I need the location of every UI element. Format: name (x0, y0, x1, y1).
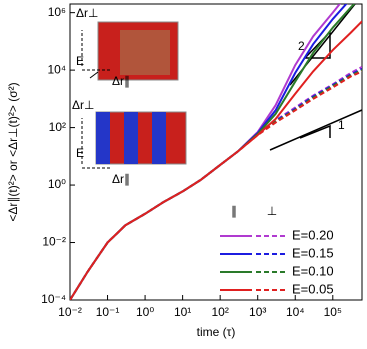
y-tick-label: 10⁰ (48, 177, 66, 191)
x-tick-label: 10⁻² (58, 305, 82, 319)
legend-header: ∥ (231, 204, 237, 218)
x-axis-label: time (τ) (197, 325, 236, 339)
x-tick-label: 10⁰ (136, 305, 154, 319)
inset-label: Δr∥ (112, 172, 130, 186)
plot-area (70, 4, 362, 300)
y-tick-label: 10⁻² (42, 235, 66, 249)
x-tick-label: 10⁴ (286, 305, 305, 319)
inset-top (81, 21, 179, 81)
inset-label: Δr⊥ (72, 98, 94, 112)
inset-stripe (96, 112, 110, 164)
plot-frame (69, 3, 363, 301)
x-tick-label: 10⁻¹ (96, 305, 120, 319)
inset-label: Δr∥ (112, 74, 130, 88)
inset-label: Δr⊥ (76, 6, 98, 20)
y-axis-label: <Δr∥(t)²> or <Δr⊥(t)²> (σ²) (6, 82, 20, 221)
x-tick-label: 10¹ (174, 305, 191, 319)
legend-label: E=0.10 (292, 263, 334, 278)
inset-bottom (81, 111, 187, 169)
inset-stripe (124, 112, 138, 164)
inset-stripe (152, 112, 166, 164)
y-tick-label: 10⁴ (47, 62, 66, 76)
slope-label: 2 (298, 39, 305, 53)
perp-line (70, 69, 362, 300)
x-tick-label: 10³ (249, 305, 266, 319)
x-tick-label: 10² (211, 305, 228, 319)
slope-triangle (304, 30, 331, 59)
slope-triangle (299, 124, 331, 139)
legend-label: E=0.20 (292, 227, 334, 242)
parallel-line (70, 20, 362, 300)
y-tick-label: 10⁶ (48, 5, 66, 19)
inset-label: E (76, 146, 84, 160)
legend-label: E=0.15 (292, 245, 334, 260)
guide-line (269, 109, 363, 151)
slope-label: 1 (338, 118, 345, 132)
inset-particles (120, 30, 170, 75)
legend-header: ⊥ (267, 204, 277, 218)
inset-box (95, 111, 187, 165)
legend-label: E=0.05 (292, 281, 334, 296)
y-tick-label: 10² (49, 120, 66, 134)
arrow (89, 71, 99, 79)
y-tick-label: 10⁻⁴ (41, 292, 66, 306)
x-tick-label: 10⁵ (324, 305, 342, 319)
inset-label: E (76, 54, 84, 68)
